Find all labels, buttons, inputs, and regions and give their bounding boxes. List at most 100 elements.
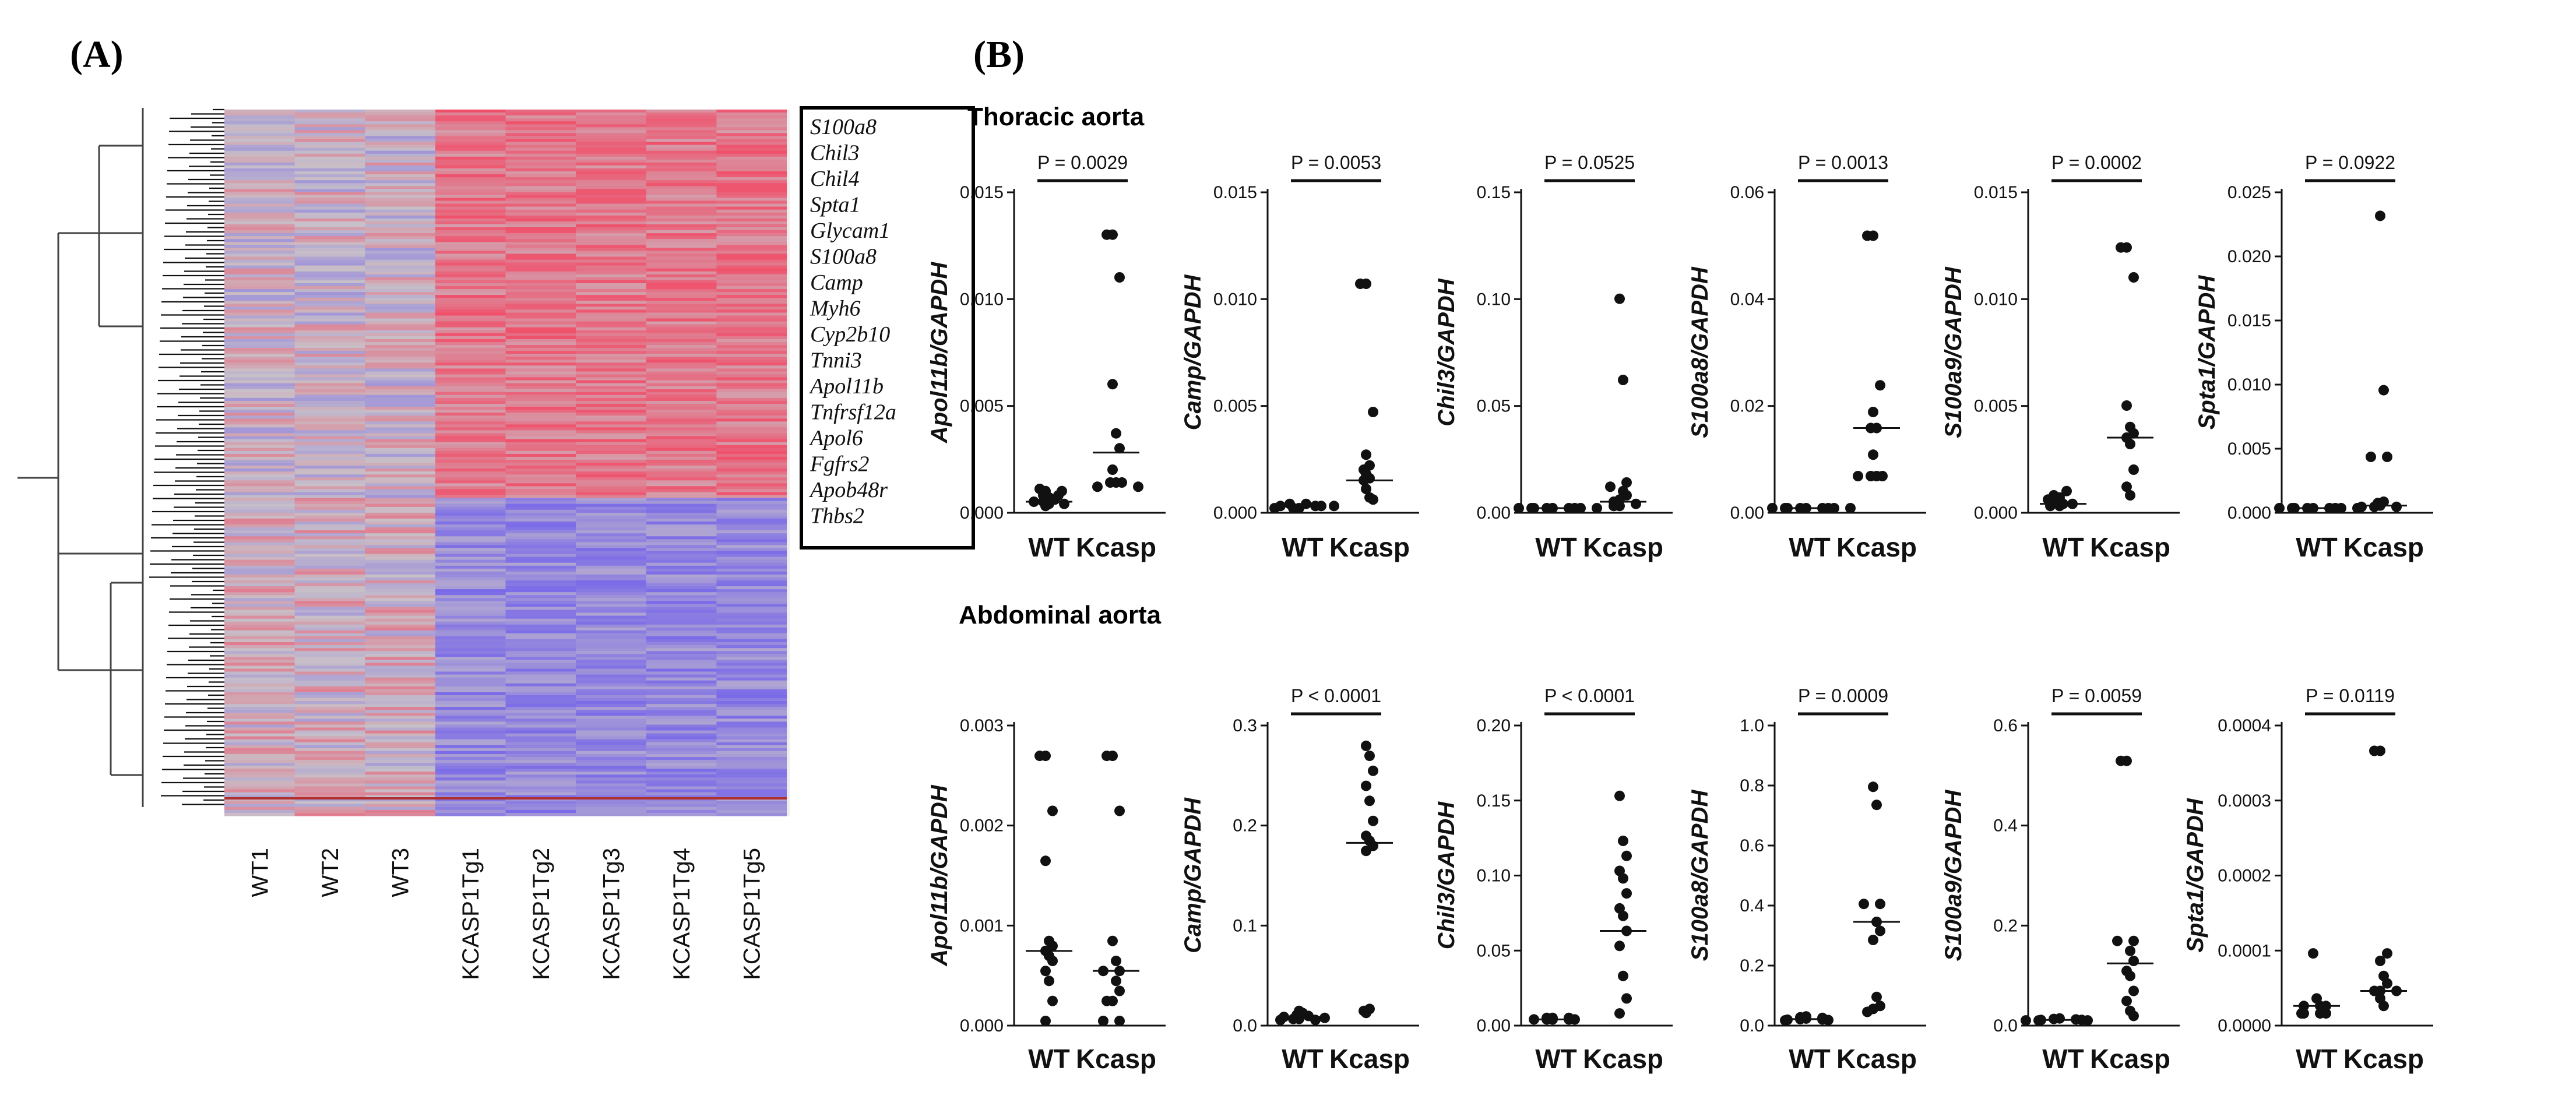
heatmap-cell <box>646 721 717 725</box>
heatmap-cell <box>646 342 717 346</box>
heatmap-cell <box>224 610 295 614</box>
data-point <box>1862 230 1873 241</box>
heatmap-cell <box>435 683 506 687</box>
heatmap-cell <box>365 404 436 407</box>
x-category-label: Kcasp <box>1583 1044 1663 1074</box>
heatmap-cell <box>505 806 576 811</box>
heatmap-cell <box>294 601 365 604</box>
heatmap-cell <box>505 368 576 372</box>
heatmap-cell <box>576 698 647 702</box>
heatmap-cell <box>224 380 295 384</box>
heatmap-cell <box>365 503 436 508</box>
heatmap-cell <box>646 789 717 793</box>
heatmap-cell <box>365 383 436 387</box>
heatmap-cell <box>224 530 295 534</box>
heatmap-cell <box>716 439 787 443</box>
heatmap-cell <box>716 271 787 275</box>
data-point <box>2061 485 2072 496</box>
heatmap-cell <box>716 251 787 254</box>
heatmap-cell <box>576 595 647 598</box>
heatmap-cell <box>294 633 365 637</box>
heatmap-cell <box>716 492 787 496</box>
heatmap-cell <box>716 701 787 705</box>
heatmap-cell <box>435 648 506 651</box>
heatmap-cell <box>294 121 365 125</box>
heatmap-cell <box>505 774 576 778</box>
heatmap-cell <box>365 639 436 643</box>
heatmap-cell <box>294 518 365 522</box>
heatmap-cell <box>576 598 647 601</box>
heatmap-cell <box>224 533 295 537</box>
y-tick-label: 0.000 <box>1974 503 2018 523</box>
heatmap-cell <box>716 239 787 242</box>
heatmap-cell <box>365 665 436 669</box>
heatmap-cell <box>646 474 717 478</box>
heatmap-cell <box>716 642 787 646</box>
data-point <box>1780 503 1790 513</box>
heatmap-cell <box>365 760 436 763</box>
heatmap-cell <box>294 772 365 775</box>
heatmap-cell <box>294 150 365 154</box>
heatmap-cell <box>435 789 506 793</box>
heatmap-cell <box>294 503 365 508</box>
heatmap-cell <box>224 324 295 328</box>
heatmap-cell <box>365 512 436 516</box>
heatmap-cell <box>646 230 717 234</box>
data-point <box>2128 272 2139 283</box>
heatmap-cell <box>576 571 647 575</box>
heatmap-cell <box>365 224 436 228</box>
heatmap-cell <box>365 413 436 416</box>
heatmap-cell <box>365 268 436 272</box>
heatmap-cell <box>716 480 787 484</box>
heatmap-cell <box>505 145 576 149</box>
heatmap-cell <box>505 486 576 489</box>
heatmap-cell <box>365 648 436 651</box>
heatmap-cell <box>224 604 295 607</box>
sample-label: WT3 <box>388 848 414 897</box>
heatmap-cell <box>224 286 295 290</box>
heatmap-cell <box>224 483 295 487</box>
data-point <box>2382 948 2392 959</box>
heatmap-cell <box>365 292 436 295</box>
heatmap-cell <box>435 595 506 598</box>
heatmap-cell <box>505 654 576 657</box>
heatmap-cell <box>646 386 717 390</box>
heatmap-cell <box>505 218 576 222</box>
heatmap-cell <box>716 463 787 466</box>
data-point <box>2121 400 2132 411</box>
heatmap-cell <box>294 545 365 548</box>
heatmap-cell <box>224 307 295 310</box>
heatmap-cell <box>365 786 436 790</box>
heatmap-cell <box>224 407 295 410</box>
heatmap-cell <box>505 236 576 240</box>
heatmap-cell <box>294 413 365 416</box>
heatmap-cell <box>576 421 647 425</box>
heatmap-cell <box>646 253 717 257</box>
heatmap-cell <box>646 459 717 463</box>
heatmap-cell <box>505 568 576 572</box>
heatmap-cell <box>435 315 506 319</box>
heatmap-cell <box>224 789 295 793</box>
heatmap-cell <box>505 539 576 543</box>
heatmap-cell <box>435 233 506 237</box>
heatmap-cell <box>294 571 365 575</box>
data-point <box>1631 498 1641 509</box>
heatmap-cell <box>435 748 506 752</box>
heatmap-cell <box>716 683 787 687</box>
heatmap-cell <box>646 224 717 228</box>
y-tick-label: 0.010 <box>2227 375 2271 395</box>
heatmap-cell <box>505 636 576 640</box>
heatmap-cell <box>646 804 717 808</box>
heatmap-cell <box>646 295 717 298</box>
heatmap-cell <box>576 512 647 516</box>
heatmap-cell <box>576 565 647 569</box>
heatmap-cell <box>435 453 506 457</box>
heatmap-cell <box>576 745 647 749</box>
heatmap <box>224 110 790 816</box>
y-tick-label: 0.000 <box>960 1016 1004 1036</box>
heatmap-cell <box>435 248 506 251</box>
heatmap-cell <box>365 654 436 657</box>
